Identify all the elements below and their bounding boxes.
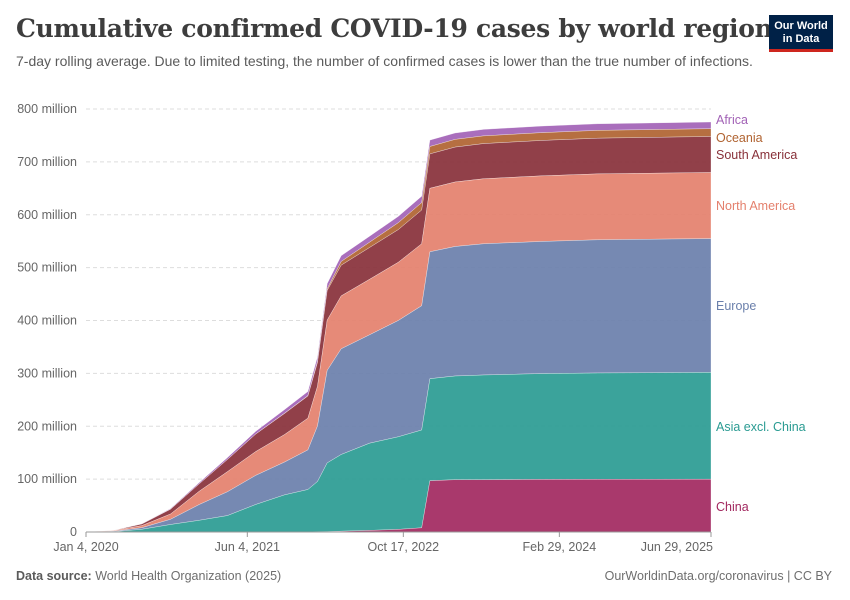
chart-title: Cumulative confirmed COVID-19 cases by w…: [16, 14, 773, 43]
logo-line-1: Our World: [774, 20, 828, 32]
y-tick-label: 400 million: [17, 314, 77, 328]
legend-label-oceania[interactable]: Oceania: [716, 131, 763, 145]
owid-logo[interactable]: Our World in Data: [769, 15, 833, 52]
legend-label-south-america[interactable]: South America: [716, 148, 797, 162]
y-tick-label: 100 million: [17, 472, 77, 486]
legend-label-north-america[interactable]: North America: [716, 199, 795, 213]
x-tick-label: Oct 17, 2022: [368, 540, 440, 554]
y-tick-label: 600 million: [17, 208, 77, 222]
y-tick-label: 500 million: [17, 261, 77, 275]
y-tick-label: 0: [70, 525, 77, 539]
legend-label-china[interactable]: China: [716, 500, 749, 514]
legend-label-africa[interactable]: Africa: [716, 113, 748, 127]
y-tick-label: 800 million: [17, 102, 77, 116]
y-tick-label: 700 million: [17, 155, 77, 169]
chart-subtitle: 7-day rolling average. Due to limited te…: [16, 53, 753, 69]
x-tick-label: Jan 4, 2020: [53, 540, 118, 554]
footer-link[interactable]: OurWorldinData.org/coronavirus | CC BY: [604, 569, 832, 583]
data-source: Data source: World Health Organization (…: [16, 569, 281, 583]
data-source-value[interactable]: World Health Organization (2025): [95, 569, 282, 583]
x-tick-label: Feb 29, 2024: [523, 540, 597, 554]
y-tick-label: 300 million: [17, 366, 77, 380]
data-source-label: Data source:: [16, 569, 92, 583]
legend-label-europe[interactable]: Europe: [716, 299, 756, 313]
x-tick-label: Jun 4, 2021: [215, 540, 280, 554]
y-tick-label: 200 million: [17, 419, 77, 433]
x-tick-label: Jun 29, 2025: [641, 540, 713, 554]
legend-label-asia-excl-china[interactable]: Asia excl. China: [716, 420, 806, 434]
logo-line-2: in Data: [782, 33, 820, 45]
